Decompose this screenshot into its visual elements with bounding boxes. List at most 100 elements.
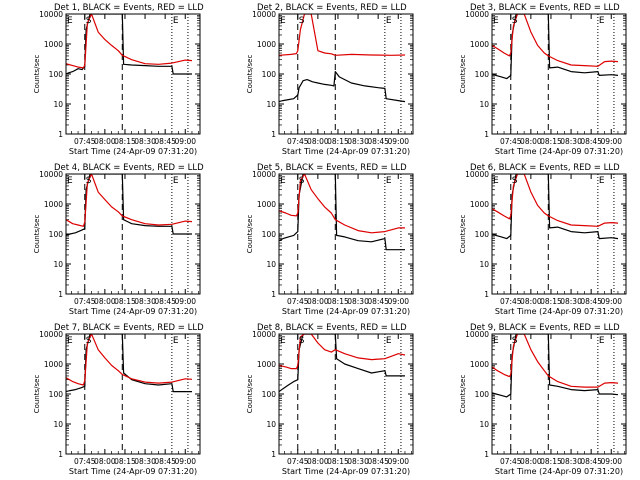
y-tick-label: 1 [271,130,276,139]
plot-frame [65,13,201,135]
y-tick-label: 100 [262,390,277,399]
marker-label-s: S [512,336,518,346]
y-tick-label: 1000 [257,200,276,209]
y-tick-label: 100 [49,390,64,399]
marker-label-e: E [386,336,392,346]
plot-frame [491,173,627,295]
x-tick-label: 08:00 [94,457,116,466]
plot-area [66,334,193,454]
panel-det-5: Det 5, BLACK = Events, RED = LLD 1 10 100 10… [246,163,414,316]
x-tick-label: 08:00 [94,137,116,146]
y-tick-label: 10 [266,100,276,109]
panel-det-8: Det 8, BLACK = Events, RED = LLD 1 10 100 10… [246,323,414,476]
y-tick-label: 1000 [470,200,489,209]
y-tick-label: 1 [58,450,63,459]
x-tick-label: 08:45 [367,457,389,466]
panel-det-2: Det 2, BLACK = Events, RED = LLD 1 10 100 10… [246,3,414,156]
y-tick-label: 1000 [44,40,63,49]
marker-label-s: S [86,336,92,346]
x-tick-label: 08:00 [94,297,116,306]
y-axis-label: Counts/sec [459,55,467,94]
events-series-line [279,70,406,103]
lld-series-line [66,334,193,386]
x-tick-label: 08:45 [367,297,389,306]
x-axis-label: Start Time (24-Apr-09 07:31:20) [282,147,410,156]
x-tick-label: 08:15 [540,297,562,306]
y-tick-label: 1 [58,130,63,139]
x-tick-label: 08:30 [347,297,369,306]
x-tick-label: 08:15 [540,457,562,466]
y-tick-label: 1 [271,290,276,299]
y-axis-label: Counts/sec [246,215,254,254]
marker-label-e: E [173,16,179,26]
x-tick-label: 07:45 [74,457,96,466]
y-tick-label: 1000 [257,40,276,49]
panel-det-9: Det 9, BLACK = Events, RED = LLD 1 10 100 10… [459,323,627,476]
panel-title: Det 6, BLACK = Events, RED = LLD [470,163,620,173]
panel-det-4: Det 4, BLACK = Events, RED = LLD 1 10 100 10… [33,163,204,316]
y-tick-label: 1000 [470,40,489,49]
marker-label-e: E [67,336,73,346]
plot-area [66,174,193,294]
x-tick-label: 08:15 [114,297,136,306]
x-tick-label: 08:30 [560,297,582,306]
y-tick-label: 10 [479,100,489,109]
x-axis-label: Start Time (24-Apr-09 07:31:20) [282,307,410,316]
marker-label-e: E [173,336,179,346]
x-tick-label: 09:00 [174,297,196,306]
y-tick-label: 1 [484,130,489,139]
y-tick-label: 10000 [465,170,489,179]
y-tick-label: 1 [484,450,489,459]
x-tick-label: 08:30 [347,457,369,466]
y-tick-label: 1000 [470,360,489,369]
y-axis-label: Counts/sec [33,55,41,94]
plot-frame [65,333,201,455]
marker-label-e: E [173,176,179,186]
plot-frame [278,13,414,135]
plot-frame [278,333,414,455]
marker-label-e: E [280,16,286,26]
y-tick-label: 100 [475,70,490,79]
plot-frame [278,173,414,295]
x-axis-label: Start Time (24-Apr-09 07:31:20) [69,307,197,316]
x-tick-label: 08:15 [114,457,136,466]
lld-series-line [66,14,193,69]
x-tick-label: 08:45 [580,457,602,466]
y-tick-label: 100 [475,390,490,399]
panel-det-1: Det 1, BLACK = Events, RED = LLD 1 10 100 10… [33,3,204,156]
plot-frame [491,13,627,135]
x-tick-label: 07:45 [287,457,309,466]
y-tick-label: 10 [53,100,63,109]
marker-label-s: S [299,336,305,346]
events-series-line [492,334,619,398]
x-tick-label: 08:00 [307,137,329,146]
x-tick-label: 08:15 [327,457,349,466]
x-tick-label: 09:00 [600,297,622,306]
plot-frame [65,173,201,295]
marker-label-s: S [512,176,518,186]
lld-series-line [492,14,619,67]
x-tick-label: 09:00 [600,457,622,466]
plot-area [66,14,193,134]
marker-label-e: E [599,336,605,346]
x-tick-label: 08:15 [114,137,136,146]
x-axis-label: Start Time (24-Apr-09 07:31:20) [282,467,410,476]
x-tick-label: 08:00 [520,137,542,146]
y-tick-label: 10 [479,260,489,269]
y-tick-label: 100 [49,70,64,79]
marker-label-e: E [599,16,605,26]
x-tick-label: 08:45 [580,297,602,306]
marker-label-e: E [67,176,73,186]
y-axis-label: Counts/sec [459,375,467,414]
x-tick-label: 09:00 [600,137,622,146]
y-tick-label: 10000 [39,10,63,19]
y-tick-label: 10 [266,420,276,429]
events-series-line [66,334,192,393]
marker-label-e: E [386,176,392,186]
plot-area [492,14,619,134]
x-tick-label: 09:00 [174,457,196,466]
x-tick-label: 08:30 [134,297,156,306]
x-tick-label: 08:00 [520,457,542,466]
x-tick-label: 08:45 [154,457,176,466]
